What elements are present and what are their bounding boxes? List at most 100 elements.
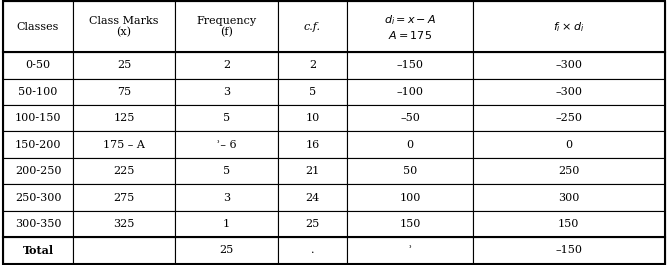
Bar	[473, 158, 665, 184]
Text: Classes: Classes	[17, 22, 59, 32]
Bar	[278, 79, 347, 105]
Text: 75: 75	[117, 87, 131, 97]
Text: $f_i \times d_i$: $f_i \times d_i$	[553, 20, 584, 34]
Text: ʾ– 6: ʾ– 6	[216, 140, 236, 150]
Bar	[175, 237, 278, 264]
Text: –300: –300	[555, 87, 582, 97]
Text: 5: 5	[223, 113, 230, 123]
Text: –100: –100	[397, 87, 424, 97]
Bar	[73, 1, 175, 52]
Text: 25: 25	[219, 245, 234, 255]
Text: 100: 100	[399, 193, 421, 202]
Text: 0-50: 0-50	[25, 60, 51, 70]
Bar	[3, 131, 73, 158]
Text: 300-350: 300-350	[15, 219, 61, 229]
Text: 0: 0	[407, 140, 413, 150]
Bar	[175, 105, 278, 131]
Text: Frequency
(f): Frequency (f)	[196, 16, 257, 38]
Bar	[347, 131, 473, 158]
Bar	[73, 184, 175, 211]
Text: 125: 125	[114, 113, 135, 123]
Bar	[278, 131, 347, 158]
Text: –300: –300	[555, 60, 582, 70]
Bar	[175, 158, 278, 184]
Bar	[278, 52, 347, 79]
Bar	[3, 52, 73, 79]
Text: 25: 25	[305, 219, 319, 229]
Bar	[175, 184, 278, 211]
Bar	[73, 79, 175, 105]
Bar	[473, 52, 665, 79]
Text: 325: 325	[114, 219, 135, 229]
Text: 275: 275	[114, 193, 135, 202]
Bar	[3, 105, 73, 131]
Bar	[3, 158, 73, 184]
Bar	[175, 131, 278, 158]
Text: 200-250: 200-250	[15, 166, 61, 176]
Bar	[347, 211, 473, 237]
Text: 21: 21	[305, 166, 319, 176]
Text: Class Marks
(x): Class Marks (x)	[90, 16, 159, 38]
Bar	[278, 1, 347, 52]
Text: –50: –50	[400, 113, 420, 123]
Bar	[347, 184, 473, 211]
Bar	[473, 184, 665, 211]
Bar	[347, 79, 473, 105]
Bar	[278, 105, 347, 131]
Bar	[347, 105, 473, 131]
Bar	[473, 211, 665, 237]
Text: 150-200: 150-200	[15, 140, 61, 150]
Text: 3: 3	[223, 87, 230, 97]
Text: 3: 3	[223, 193, 230, 202]
Bar	[175, 211, 278, 237]
Text: 50: 50	[403, 166, 418, 176]
Bar	[278, 184, 347, 211]
Text: ʾ: ʾ	[408, 245, 411, 255]
Text: 150: 150	[558, 219, 579, 229]
Bar	[473, 105, 665, 131]
Text: 175 – A: 175 – A	[103, 140, 145, 150]
Bar	[73, 158, 175, 184]
Bar	[73, 52, 175, 79]
Text: 0: 0	[565, 140, 572, 150]
Text: 25: 25	[117, 60, 131, 70]
Bar	[347, 158, 473, 184]
Bar	[3, 237, 73, 264]
Bar	[3, 1, 73, 52]
Text: 10: 10	[305, 113, 319, 123]
Text: c.f.: c.f.	[304, 22, 321, 32]
Bar	[347, 52, 473, 79]
Text: 100-150: 100-150	[15, 113, 61, 123]
Text: 24: 24	[305, 193, 319, 202]
Text: 2: 2	[223, 60, 230, 70]
Text: 150: 150	[399, 219, 421, 229]
Bar	[473, 237, 665, 264]
Bar	[3, 79, 73, 105]
Bar	[278, 237, 347, 264]
Text: –150: –150	[555, 245, 582, 255]
Bar	[73, 237, 175, 264]
Text: $d_i = x - A$
$A = 175$: $d_i = x - A$ $A = 175$	[384, 13, 436, 41]
Bar	[473, 79, 665, 105]
Text: 50-100: 50-100	[19, 87, 57, 97]
Text: –150: –150	[397, 60, 424, 70]
Bar	[3, 211, 73, 237]
Bar	[73, 105, 175, 131]
Text: –250: –250	[555, 113, 582, 123]
Text: .: .	[311, 245, 314, 255]
Bar	[278, 211, 347, 237]
Text: 1: 1	[223, 219, 230, 229]
Text: 2: 2	[309, 60, 316, 70]
Bar	[473, 1, 665, 52]
Text: 250-300: 250-300	[15, 193, 61, 202]
Text: 5: 5	[309, 87, 316, 97]
Text: 16: 16	[305, 140, 319, 150]
Bar	[278, 158, 347, 184]
Text: 225: 225	[114, 166, 135, 176]
Text: Total: Total	[23, 245, 53, 256]
Bar	[73, 211, 175, 237]
Bar	[347, 1, 473, 52]
Bar	[175, 1, 278, 52]
Text: 250: 250	[558, 166, 579, 176]
Bar	[175, 79, 278, 105]
